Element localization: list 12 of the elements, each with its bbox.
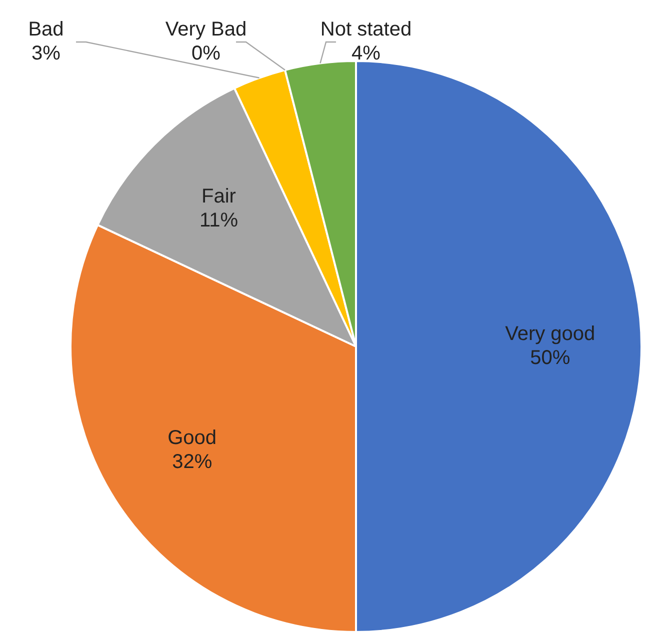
text: 0%: [192, 42, 220, 65]
data-label: 4%: [352, 42, 381, 65]
data-label: 50%: [530, 347, 570, 370]
slice-label: Not stated: [320, 18, 412, 41]
data-label: 3%: [32, 42, 61, 65]
data-label: 11%: [199, 210, 238, 232]
slice-label: Very good: [505, 323, 596, 346]
data-label: 32%: [172, 451, 212, 474]
category-label: Very Bad: [165, 18, 247, 41]
slice-label: Fair: [201, 186, 236, 208]
slice-label: Good: [168, 427, 217, 450]
slice-label: Bad: [28, 18, 64, 41]
